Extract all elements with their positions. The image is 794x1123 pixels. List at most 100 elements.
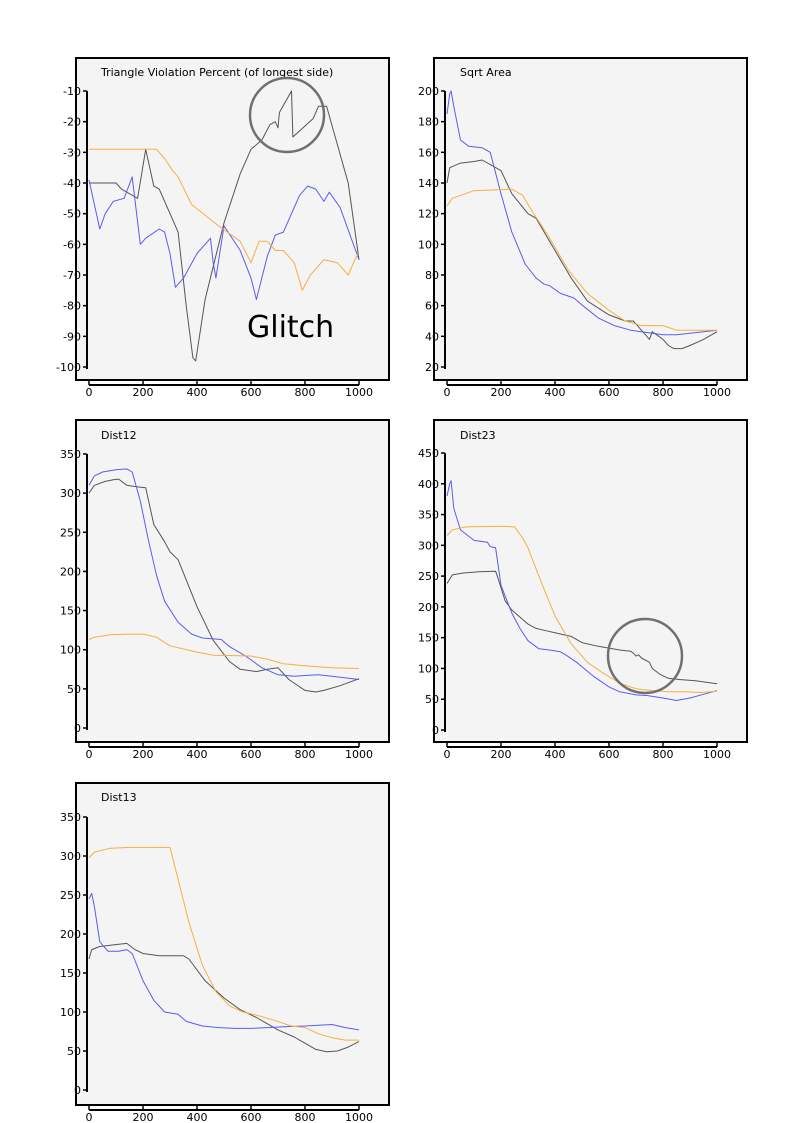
x-tick-label: 0: [86, 748, 93, 761]
orange-series-line: [89, 148, 360, 291]
y-tick-label: -80: [63, 300, 81, 313]
y-tick-label: 150: [418, 632, 439, 645]
orange-series-line: [88, 846, 359, 1041]
y-tick-label: 50: [425, 693, 439, 706]
y-tick-label: 350: [418, 509, 439, 522]
chart-title: Dist12: [101, 429, 137, 442]
black-series-line: [88, 478, 360, 693]
y-tick-label: 150: [60, 605, 81, 618]
x-tick-label: 1000: [703, 386, 731, 399]
y-tick-label: 350: [60, 448, 81, 461]
y-tick-label: 400: [418, 478, 439, 491]
x-tick-label: 600: [241, 748, 262, 761]
orange-series-line: [446, 525, 718, 693]
black-series-line: [446, 159, 718, 350]
x-tick-label: 600: [241, 386, 262, 399]
x-tick-label: 0: [444, 386, 451, 399]
x-tick-label: 1000: [345, 386, 373, 399]
y-tick-label: 150: [60, 967, 81, 980]
y-tick-label: 450: [418, 447, 439, 460]
x-tick-label: 600: [241, 1111, 262, 1123]
x-tick-label: 400: [187, 748, 208, 761]
blue-series-line: [446, 90, 718, 336]
y-tick-label: 200: [60, 928, 81, 941]
y-tick-label: 50: [67, 683, 81, 696]
y-tick-label: 300: [60, 850, 81, 863]
x-tick-label: 400: [187, 1111, 208, 1123]
y-tick-label: -20: [63, 116, 81, 129]
y-tick-label: 100: [418, 662, 439, 675]
x-tick-label: 1000: [345, 1111, 373, 1123]
plot-frame: [75, 57, 390, 381]
y-tick-label: 80: [425, 269, 439, 282]
x-tick-label: 200: [133, 748, 154, 761]
y-tick-label: 300: [60, 487, 81, 500]
x-tick-label: 800: [295, 1111, 316, 1123]
x-tick-label: 200: [133, 386, 154, 399]
y-tick-label: 20: [425, 361, 439, 374]
y-tick-label: 250: [60, 526, 81, 539]
x-tick-label: 200: [491, 386, 512, 399]
x-tick-label: 600: [599, 748, 620, 761]
orange-series-line: [446, 188, 717, 331]
black-series-line: [88, 942, 360, 1053]
x-tick-label: 200: [491, 748, 512, 761]
black-series-line: [446, 570, 718, 685]
x-tick-label: 0: [86, 386, 93, 399]
y-tick-label: 250: [60, 889, 81, 902]
x-tick-label: 600: [599, 386, 620, 399]
y-tick-label: 300: [418, 539, 439, 552]
y-tick-label: 140: [418, 177, 439, 190]
y-tick-label: 180: [418, 116, 439, 129]
plot-frame: [433, 419, 748, 743]
y-tick-label: 200: [418, 601, 439, 614]
x-tick-label: 800: [295, 386, 316, 399]
blue-series-line: [88, 892, 360, 1031]
y-tick-label: 200: [418, 85, 439, 98]
chart-panel-2: Sqrt Area 20 40 60 80 100 120 140 160 180 200 0 200 4…: [418, 57, 748, 399]
blue-series-line: [446, 480, 718, 701]
y-tick-label: -10: [63, 85, 81, 98]
x-tick-label: 1000: [345, 748, 373, 761]
x-tick-label: 800: [653, 386, 674, 399]
chart-panel-1: Triangle Violation Percent (of longest s…: [56, 57, 390, 399]
y-tick-label: -50: [63, 208, 81, 221]
y-tick-label: -60: [63, 238, 81, 251]
y-tick-label: 350: [60, 811, 81, 824]
x-tick-label: 800: [295, 748, 316, 761]
black-series-line: [89, 90, 360, 362]
plot-frame: [433, 57, 748, 381]
y-tick-label: 160: [418, 146, 439, 159]
y-tick-label: -30: [63, 146, 81, 159]
chart-title: Dist23: [460, 429, 496, 442]
glitch-circle-1: [248, 76, 326, 154]
x-tick-label: 400: [545, 386, 566, 399]
glitch-annotation-label: Glitch: [247, 310, 334, 345]
y-tick-label: -40: [63, 177, 81, 190]
x-tick-label: 400: [187, 386, 208, 399]
x-tick-label: 0: [86, 1111, 93, 1123]
glitch-circle-2: [606, 617, 684, 695]
y-tick-label: -100: [56, 361, 81, 374]
y-tick-label: 0: [74, 722, 81, 735]
blue-series-line: [88, 468, 360, 680]
y-tick-label: 40: [425, 330, 439, 343]
y-tick-label: -90: [63, 330, 81, 343]
orange-series-line: [88, 633, 360, 669]
y-tick-label: 50: [67, 1045, 81, 1058]
x-tick-label: 1000: [703, 748, 731, 761]
chart-title: Dist13: [101, 791, 137, 804]
x-tick-label: 0: [444, 748, 451, 761]
y-tick-label: 60: [425, 300, 439, 313]
y-tick-label: 120: [418, 208, 439, 221]
chart-panel-4: Dist23 0 50 100 150 200 250 300 350 400 450 0 200 400…: [418, 419, 748, 761]
x-tick-label: 800: [653, 748, 674, 761]
chart-panel-5: Dist13 0 50 100 150 200 250 300 350 0 200 400 600 800…: [60, 782, 390, 1123]
y-tick-label: 100: [60, 644, 81, 657]
x-tick-label: 400: [545, 748, 566, 761]
y-tick-label: 250: [418, 570, 439, 583]
chart-title: Triangle Violation Percent (of longest s…: [100, 66, 333, 79]
y-tick-label: 100: [418, 238, 439, 251]
y-tick-label: -70: [63, 269, 81, 282]
blue-series-line: [88, 176, 360, 300]
